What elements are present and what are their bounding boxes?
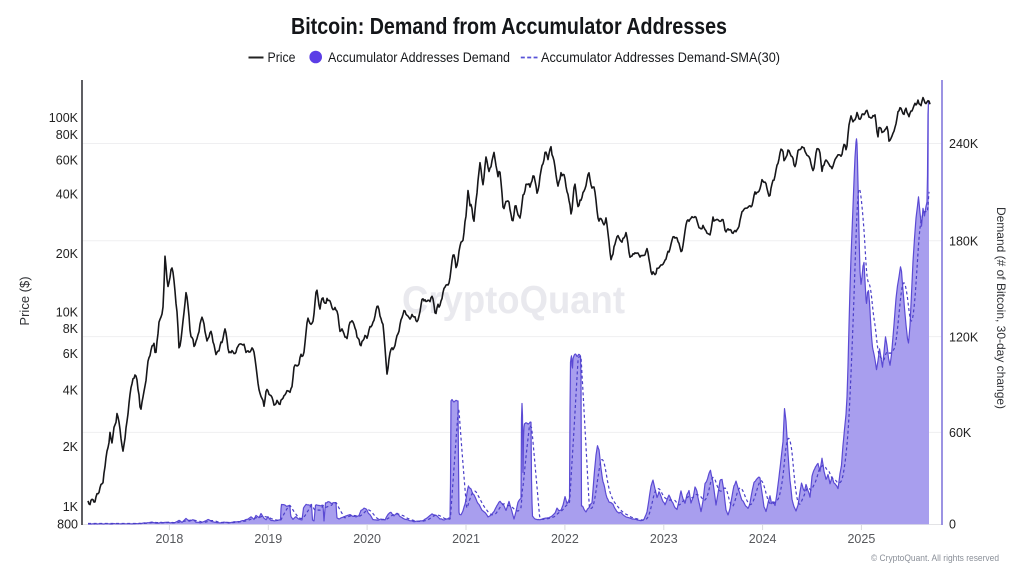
svg-text:80K: 80K — [56, 128, 79, 142]
svg-text:Price ($): Price ($) — [17, 276, 32, 325]
svg-text:2023: 2023 — [650, 532, 678, 546]
svg-text:Price: Price — [268, 49, 296, 65]
svg-text:800: 800 — [57, 518, 78, 532]
svg-text:2020: 2020 — [353, 532, 381, 546]
svg-text:CryptoQuant: CryptoQuant — [402, 279, 625, 322]
svg-text:1K: 1K — [63, 500, 79, 514]
svg-text:2025: 2025 — [847, 532, 875, 546]
svg-text:Accumulator Addresses Demand: Accumulator Addresses Demand — [328, 49, 510, 65]
svg-text:2024: 2024 — [749, 532, 777, 546]
svg-text:60K: 60K — [56, 154, 79, 168]
svg-text:40K: 40K — [56, 188, 79, 202]
svg-text:180K: 180K — [949, 235, 979, 249]
svg-text:120K: 120K — [949, 331, 979, 345]
svg-text:© CryptoQuant. All rights rese: © CryptoQuant. All rights reserved — [871, 553, 999, 564]
svg-text:2K: 2K — [63, 440, 79, 454]
svg-text:2018: 2018 — [155, 532, 183, 546]
svg-text:8K: 8K — [63, 322, 79, 336]
svg-text:2019: 2019 — [254, 532, 282, 546]
svg-text:0: 0 — [949, 518, 956, 532]
svg-text:100K: 100K — [49, 111, 79, 125]
svg-text:6K: 6K — [63, 347, 79, 361]
svg-text:Bitcoin: Demand from Accumulat: Bitcoin: Demand from Accumulator Address… — [291, 13, 727, 39]
svg-text:240K: 240K — [949, 137, 979, 151]
svg-text:60K: 60K — [949, 426, 972, 440]
svg-text:Accumulator Addresses Demand-S: Accumulator Addresses Demand-SMA(30) — [541, 49, 780, 65]
svg-text:4K: 4K — [63, 384, 79, 398]
svg-text:2022: 2022 — [551, 532, 579, 546]
svg-text:Demand (# of Bitcoin, 30-day c: Demand (# of Bitcoin, 30-day change) — [994, 207, 1008, 409]
svg-text:2021: 2021 — [452, 532, 480, 546]
svg-text:20K: 20K — [56, 247, 79, 261]
svg-text:10K: 10K — [56, 306, 79, 320]
